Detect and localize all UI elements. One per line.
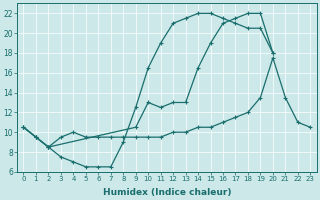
X-axis label: Humidex (Indice chaleur): Humidex (Indice chaleur)	[103, 188, 231, 197]
